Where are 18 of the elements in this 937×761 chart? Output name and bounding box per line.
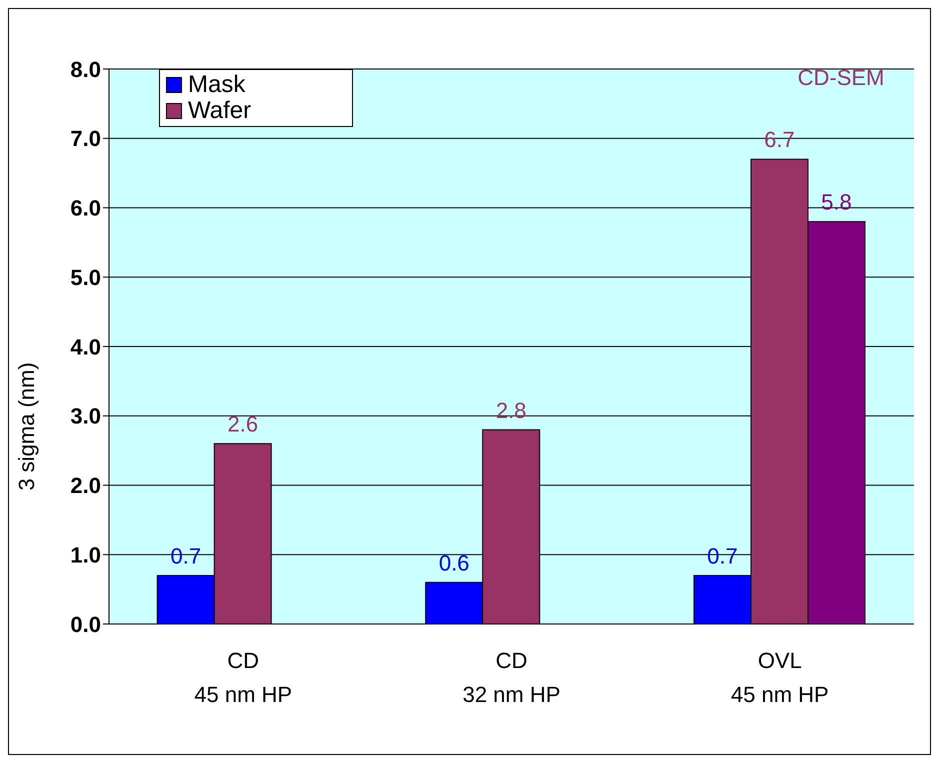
y-tick-label: 4.0 [70, 334, 101, 360]
x-tick-label: CD 45 nm HP [194, 648, 292, 707]
data-label: 2.6 [228, 412, 258, 437]
x-tick-label: CD 32 nm HP [462, 648, 560, 707]
y-tick-label: 6.0 [70, 196, 101, 221]
data-label: 0.6 [438, 550, 470, 576]
y-tick-label: 2.0 [70, 473, 101, 498]
annotation: CD-SEM [798, 65, 884, 90]
x-tick-label: OVL 45 nm HP [730, 648, 829, 707]
y-tick-label: 0.0 [70, 612, 101, 637]
y-tick-label: 5.0 [70, 264, 101, 290]
legend-label: Wafer [188, 97, 252, 124]
y-tick-label: 8.0 [70, 56, 101, 82]
y-tick-label: 1.0 [70, 542, 101, 568]
legend-label: Mask [188, 71, 246, 98]
y-tick-label: 3.0 [70, 404, 101, 429]
y-tick-label: 7.0 [70, 126, 101, 152]
y-axis-title: 3 sigma (nm) [14, 362, 39, 491]
